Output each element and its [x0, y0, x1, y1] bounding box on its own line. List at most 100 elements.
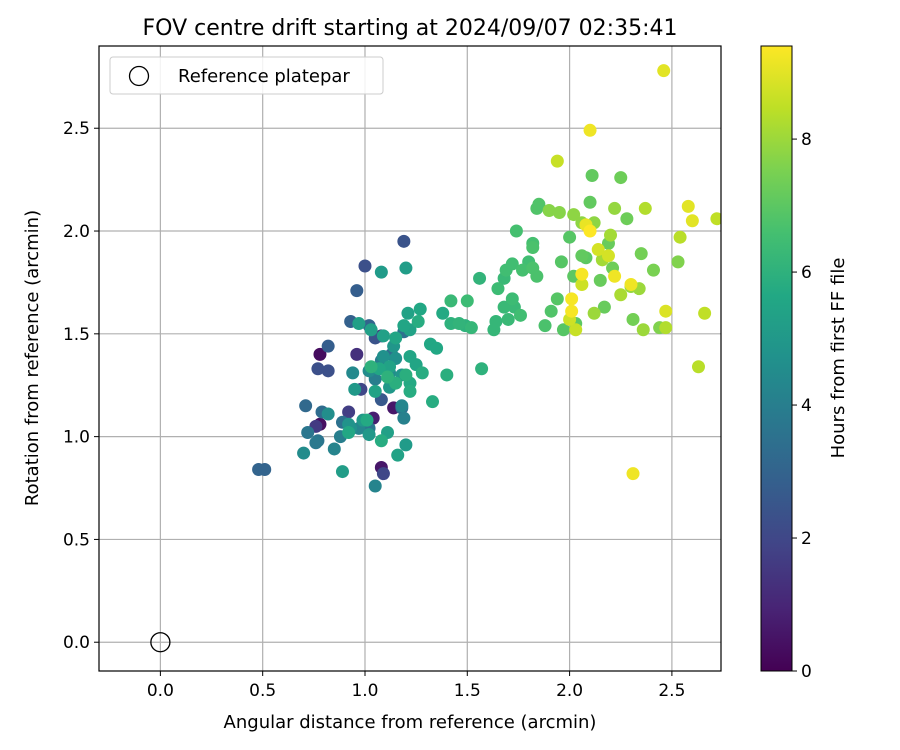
colorbar-tick-label-4: 8 [801, 130, 812, 150]
scatter-point-170 [681, 199, 695, 213]
scatter-point-22 [258, 463, 272, 477]
scatter-point-102 [497, 300, 511, 314]
y-tick-label-2: 1.0 [63, 428, 90, 448]
scatter-point-139 [634, 247, 648, 261]
scatter-point-19 [321, 339, 335, 353]
legend: Reference platepar [109, 56, 384, 95]
scatter-point-75 [342, 426, 356, 440]
scatter-point-131 [585, 169, 599, 183]
scatter-point-161 [710, 212, 721, 226]
scatter-point-46 [321, 407, 335, 421]
scatter-point-13 [311, 362, 325, 376]
scatter-point-61 [364, 323, 378, 337]
y-tick-label-0: 0.0 [63, 633, 90, 653]
scatter-point-18 [350, 284, 364, 298]
colorbar-tick-label-0: 0 [801, 662, 812, 682]
x-axis-ticks: 0.0 0.5 1.0 1.5 2.0 2.5 [147, 671, 685, 701]
scatter-point-132 [593, 273, 607, 287]
scatter-point-122 [550, 292, 564, 306]
scatter-point-9 [342, 405, 356, 419]
scatter-point-86 [374, 434, 388, 448]
scatter-point-81 [360, 413, 374, 427]
colorbar-tick-label-1: 2 [801, 529, 812, 549]
scatter-point-123 [556, 323, 570, 337]
scatter-point-56 [348, 382, 362, 396]
scatter-point-99 [489, 314, 503, 328]
scatter-point-107 [505, 292, 519, 306]
scatter-point-124 [554, 255, 568, 269]
scatter-point-148 [608, 201, 622, 215]
scatter-point-113 [516, 263, 530, 277]
x-tick-label-3: 1.5 [454, 681, 481, 701]
scatter-point-44 [297, 446, 311, 460]
colorbar-gradient [760, 45, 793, 672]
scatter-point-178 [565, 292, 579, 306]
scatter-point-166 [591, 243, 605, 257]
scatter-point-174 [624, 277, 638, 291]
scatter-point-60 [335, 465, 349, 479]
scatter-point-129 [575, 249, 589, 263]
scatter-points [252, 64, 721, 493]
colorbar-ticks: 0 2 4 6 8 [792, 130, 812, 682]
scatter-point-136 [614, 171, 628, 185]
scatter-point-63 [352, 317, 366, 331]
scatter-point-96 [452, 317, 466, 331]
scatter-point-168 [659, 304, 673, 318]
scatter-point-85 [426, 395, 440, 409]
scatter-point-94 [475, 362, 489, 376]
scatter-point-5 [350, 347, 364, 361]
scatter-point-110 [505, 257, 519, 271]
scatter-point-48 [376, 349, 390, 363]
colorbar-tick-label-2: 4 [801, 396, 812, 416]
x-tick-label-4: 2.0 [556, 681, 583, 701]
scatter-point-59 [399, 261, 413, 275]
colorbar-tick-label-3: 6 [801, 263, 812, 283]
scatter-point-58 [374, 265, 388, 279]
plot-frame [98, 45, 722, 672]
scatter-point-140 [646, 263, 660, 277]
legend-box [109, 56, 384, 95]
scatter-point-169 [657, 64, 671, 78]
scatter-point-106 [491, 282, 505, 296]
y-tick-label-3: 1.5 [63, 325, 90, 345]
scatter-point-97 [464, 321, 478, 335]
scatter-point-38 [327, 442, 341, 456]
scatter-point-163 [569, 323, 583, 337]
scatter-point-152 [587, 306, 601, 320]
scatter-point-120 [532, 197, 546, 211]
scatter-point-158 [673, 230, 687, 244]
grid [99, 46, 721, 671]
scatter-point-71 [397, 319, 411, 333]
scatter-point-162 [550, 154, 564, 168]
scatter-point-177 [575, 267, 589, 281]
scatter-point-100 [444, 294, 458, 308]
y-tick-label-4: 2.0 [63, 222, 90, 242]
scatter-point-175 [608, 269, 622, 283]
scatter-point-115 [526, 240, 540, 254]
x-tick-label-1: 0.5 [249, 681, 276, 701]
scatter-point-108 [513, 308, 527, 322]
scatter-point-118 [538, 319, 552, 333]
scatter-point-138 [626, 312, 640, 326]
y-tick-label-1: 0.5 [63, 530, 90, 550]
x-tick-label-2: 1.0 [351, 681, 378, 701]
scatter-point-154 [604, 228, 618, 242]
scatter-point-145 [567, 208, 581, 222]
scatter-point-84 [411, 314, 425, 328]
scatter-point-66 [368, 384, 382, 398]
scatter-point-12 [321, 364, 335, 378]
scatter-point-144 [552, 206, 566, 220]
scatter-point-0 [313, 347, 327, 361]
scatter-point-137 [620, 212, 634, 226]
scatter-point-173 [583, 123, 597, 137]
scatter-point-167 [601, 249, 615, 263]
scatter-point-72 [389, 331, 403, 345]
scatter-point-88 [399, 368, 413, 382]
scatter-point-73 [403, 349, 417, 363]
scatter-point-92 [364, 360, 378, 374]
colorbar: 0 2 4 6 8 Hours from first FF file [760, 45, 849, 682]
chart-title: FOV centre drift starting at 2024/09/07 … [143, 16, 678, 41]
legend-entry-label: Reference platepar [178, 66, 350, 87]
scatter-point-65 [391, 448, 405, 462]
